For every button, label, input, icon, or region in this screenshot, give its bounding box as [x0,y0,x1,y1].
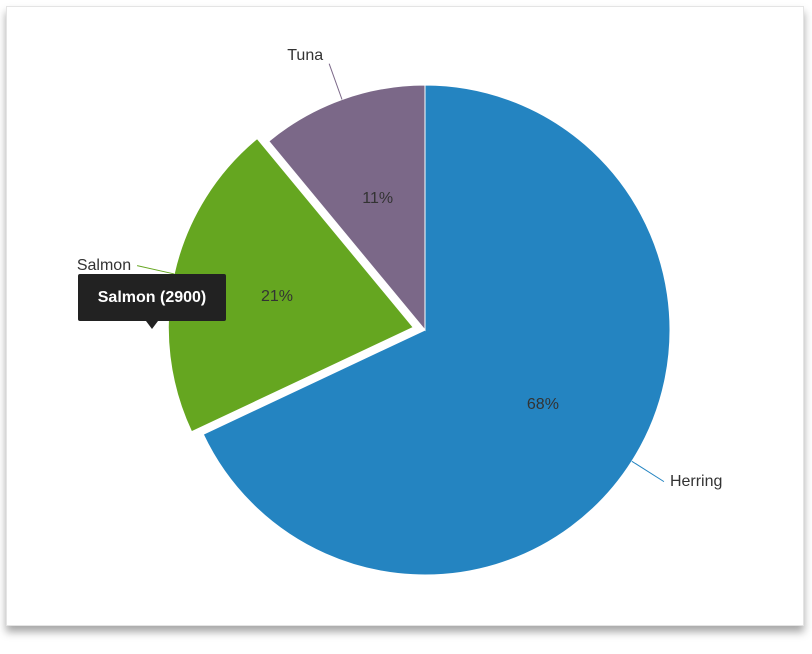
pie-slice [268,84,426,332]
slice-percent: 21% [261,288,293,305]
leader-line [328,63,343,100]
tooltip-box [78,274,226,321]
slice-percent: 11% [362,190,393,207]
leader-line [631,460,665,483]
pie-slice [202,84,671,576]
tooltip-arrow [146,321,158,329]
slice-label: Tuna [287,47,323,64]
slice-label: Herring [670,473,722,490]
slice-percent: 68% [527,396,559,413]
pie-slice [167,137,415,433]
tooltip-text: Salmon (2900) [98,289,206,306]
tooltip: Salmon (2900) [78,274,226,329]
leader-line [136,265,175,275]
slice-label: Salmon [77,257,131,274]
